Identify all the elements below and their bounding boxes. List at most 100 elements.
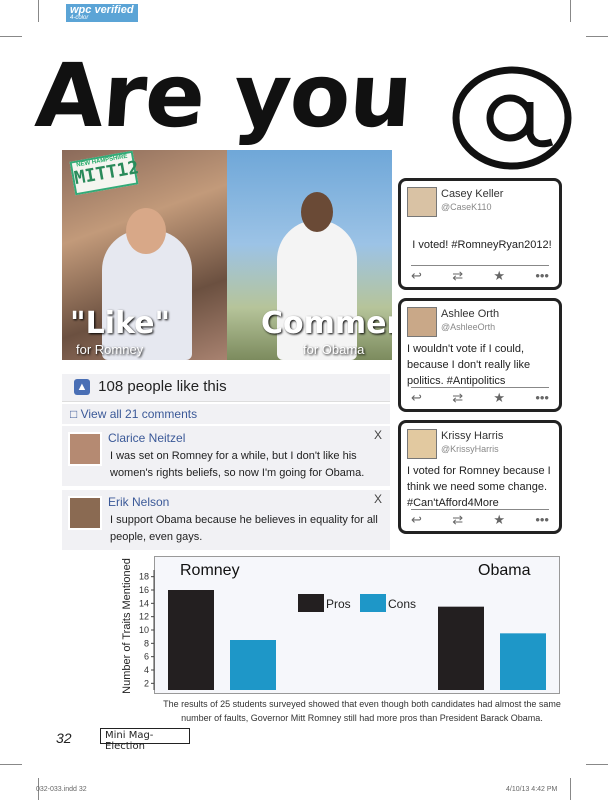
page-number: 32 [56, 730, 72, 746]
view-comments-label: View all 21 comments [80, 407, 198, 421]
bar-romney-pros [168, 590, 214, 690]
retweet-icon[interactable]: ⇄ [452, 390, 464, 405]
y-axis-label: Number of Traits Mentioned [121, 558, 133, 694]
for-obama: for Obama [303, 342, 365, 357]
y-tick-label: 8 [144, 638, 149, 648]
y-tick-label: 12 [139, 612, 149, 622]
avatar [407, 429, 437, 459]
likes-row[interactable]: ▲ 108 people like this [62, 374, 390, 402]
at-inner-ring [486, 94, 534, 142]
more-icon[interactable]: ••• [535, 390, 549, 405]
more-icon[interactable]: ••• [535, 512, 549, 527]
avatar [68, 496, 102, 530]
reply-icon[interactable]: ↩ [411, 268, 422, 283]
obama-figure [277, 220, 357, 360]
avatar [407, 307, 437, 337]
y-tick-label: 10 [139, 625, 149, 635]
footer-date: 4/10/13 4:42 PM [506, 786, 558, 793]
obama-head [301, 192, 333, 232]
tweet-actions: ↩ ⇄ ★ ••• [411, 265, 549, 283]
footer-file: 032-033.indd 32 [36, 786, 87, 793]
reply-icon[interactable]: ↩ [411, 512, 422, 527]
crop-mark [586, 36, 608, 37]
crop-mark [38, 0, 39, 22]
legend-label-pros: Pros [326, 597, 351, 611]
crop-mark [570, 778, 571, 800]
y-tick-label: 14 [139, 598, 149, 608]
avatar [68, 432, 102, 466]
crop-mark [38, 778, 39, 800]
thumbs-up-icon: ▲ [74, 379, 90, 396]
legend-label-cons: Cons [388, 597, 416, 611]
tweet-card: Ashlee Orth @AshleeOrth I wouldn't vote … [398, 298, 562, 412]
tweet-text: I voted for Romney because I think we ne… [407, 465, 551, 509]
traits-chart: Number of Traits Mentioned 2 4 6 8 10 12 14 16 1… [121, 558, 546, 694]
comment-item: Clarice Neitzel I was set on Romney for … [62, 426, 390, 486]
y-tick-label: 4 [144, 665, 149, 675]
badge-title: wpc verified [70, 4, 134, 16]
tweet-handle[interactable]: @CaseK110 [441, 202, 492, 212]
tweet-handle[interactable]: @KrissyHarris [441, 444, 499, 454]
more-icon[interactable]: ••• [535, 268, 549, 283]
crop-mark [570, 0, 571, 22]
favorite-icon[interactable]: ★ [493, 512, 506, 527]
for-romney: for Romney [76, 342, 144, 357]
y-tick-label: 16 [139, 585, 149, 595]
legend-swatch-pros [298, 594, 324, 612]
tweet-name[interactable]: Krissy Harris [441, 430, 504, 442]
tweet-text: I wouldn't vote if I could, because I do… [407, 343, 531, 387]
romney-photo: NEW HAMPSHIRE MITT12 "Like" for Romney [62, 150, 227, 360]
tweet-name[interactable]: Ashlee Orth [441, 308, 500, 320]
bar-obama-cons [500, 633, 546, 690]
category-label-romney: Romney [180, 562, 240, 579]
close-icon[interactable]: X [373, 428, 382, 442]
verified-badge: wpc verified 4-color [66, 4, 138, 22]
commenter-name[interactable]: Clarice Neitzel [108, 431, 186, 445]
reply-icon[interactable]: ↩ [411, 390, 422, 405]
crop-mark [586, 764, 608, 765]
at-tail [526, 102, 554, 148]
view-comments-link[interactable]: □ View all 21 comments [62, 404, 390, 424]
legend-swatch-cons [360, 594, 386, 612]
retweet-icon[interactable]: ⇄ [452, 268, 464, 283]
y-tick-label: 18 [139, 572, 149, 582]
at-symbol-graphic [452, 66, 572, 170]
romney-head [126, 208, 166, 254]
tweet-text: I voted! #RomneyRyan2012! [412, 239, 552, 251]
like-word: "Like" [70, 306, 171, 341]
comment-text: I support Obama because he believes in e… [110, 514, 378, 543]
chart-caption: The results of 25 students surveyed show… [163, 699, 561, 723]
comment-word: Comment [261, 306, 392, 341]
tweet-card: Casey Keller @CaseK110 I voted! #RomneyR… [398, 178, 562, 290]
commenter-name[interactable]: Erik Nelson [108, 495, 170, 509]
retweet-icon[interactable]: ⇄ [452, 512, 464, 527]
crop-mark [0, 764, 22, 765]
candidates-photo: NEW HAMPSHIRE MITT12 "Like" for Romney C… [62, 150, 392, 360]
y-tick-label: 6 [144, 652, 149, 662]
comment-icon: □ [70, 407, 78, 421]
comment-item: Erik Nelson I support Obama because he b… [62, 490, 390, 550]
license-plate: NEW HAMPSHIRE MITT12 [69, 150, 140, 196]
category-label-obama: Obama [478, 562, 531, 579]
chart-frame [154, 556, 560, 694]
tweet-name[interactable]: Casey Keller [441, 188, 504, 200]
tweet-actions: ↩ ⇄ ★ ••• [411, 387, 549, 405]
avatar [407, 187, 437, 217]
tweet-card: Krissy Harris @KrissyHarris I voted for … [398, 420, 562, 534]
y-tick-label: 2 [144, 678, 149, 688]
likes-count: 108 people like this [98, 378, 227, 395]
tweet-actions: ↩ ⇄ ★ ••• [411, 509, 549, 527]
bar-obama-pros [438, 606, 484, 690]
at-outer-ring [452, 66, 572, 170]
close-icon[interactable]: X [373, 492, 382, 506]
crop-mark [0, 36, 22, 37]
tweet-handle[interactable]: @AshleeOrth [441, 322, 496, 332]
comment-text: I was set on Romney for a while, but I d… [110, 450, 365, 479]
favorite-icon[interactable]: ★ [493, 268, 506, 283]
headline: Are you [32, 44, 415, 147]
bar-romney-cons [230, 640, 276, 690]
badge-subtitle: 4-color [70, 15, 89, 21]
favorite-icon[interactable]: ★ [493, 390, 506, 405]
section-label: Mini Mag-Election [100, 728, 190, 752]
obama-photo: Comment for Obama [227, 150, 392, 360]
